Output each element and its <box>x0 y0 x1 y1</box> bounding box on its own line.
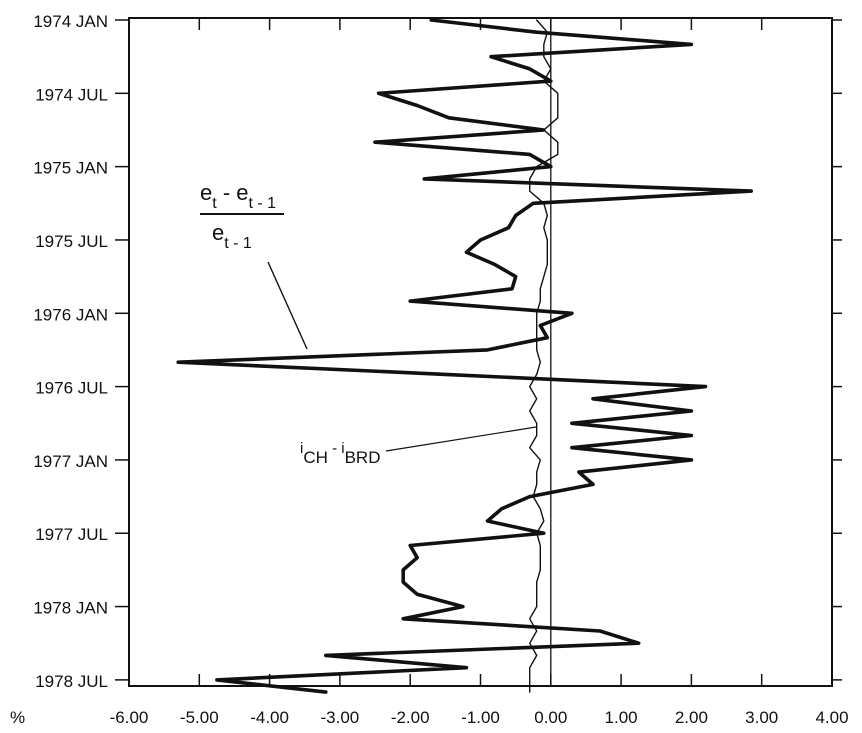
y-tick-label: 1977 JAN <box>33 452 108 471</box>
x-tick-label: 2.00 <box>675 708 708 727</box>
label-sub-brd: BRD <box>345 448 381 467</box>
y-tick-label: 1974 JUL <box>35 85 108 104</box>
series-annotations: et - et - 1 et - 1 iCH - iBRD <box>200 180 537 467</box>
x-tick-label: -5.00 <box>180 708 219 727</box>
y-tick-label: 1976 JAN <box>33 305 108 324</box>
plot-frame <box>128 17 833 687</box>
y-tick-label: 1975 JUL <box>35 232 108 251</box>
x-tick-label: -4.00 <box>250 708 289 727</box>
y-tick-label: 1978 JAN <box>33 599 108 618</box>
x-tick-label: -6.00 <box>110 708 149 727</box>
label-sub-t-1a: t - 1 <box>249 195 277 212</box>
y-tick-label: 1976 JUL <box>35 379 108 398</box>
x-tick-label: 1.00 <box>605 708 638 727</box>
label-e2: e <box>212 220 224 245</box>
series-label-et: et - et - 1 <box>200 180 276 212</box>
label-e1: e <box>200 180 212 205</box>
x-axis-ticks: -6.00 -5.00 -4.00 -3.00 -2.00 -1.00 0.00 1.00 2.… <box>110 18 849 727</box>
series-line-interest-differential <box>529 19 559 693</box>
series-line-exchange-rate-change <box>176 18 754 694</box>
label-minus-e: - e <box>217 180 249 205</box>
y-tick-label: 1975 JAN <box>33 159 108 178</box>
label-sub-t-1b: t - 1 <box>224 235 252 252</box>
label-i1: i <box>300 440 303 457</box>
leader-line-et <box>267 261 308 350</box>
x-axis-unit-label: % <box>10 708 25 727</box>
x-tick-label: 3.00 <box>745 708 778 727</box>
y-tick-label: 1974 JAN <box>33 12 108 31</box>
x-tick-label: 0.00 <box>534 708 567 727</box>
label-minus-i: - i <box>328 440 345 457</box>
x-tick-label: -2.00 <box>391 708 430 727</box>
x-tick-label: 4.00 <box>815 708 848 727</box>
y-tick-label: 1977 JUL <box>35 525 108 544</box>
label-sub-t1: t <box>212 195 217 212</box>
leader-line-ich <box>385 426 537 452</box>
series-lines <box>176 18 754 694</box>
series-label-et-denominator: et - 1 <box>212 220 252 252</box>
label-sub-ch: CH <box>303 448 328 467</box>
y-tick-label: 1978 JUL <box>35 672 108 691</box>
series-label-ich: iCH - iBRD <box>300 440 380 467</box>
x-tick-label: -1.00 <box>461 708 500 727</box>
x-tick-label: -3.00 <box>321 708 360 727</box>
y-axis-ticks: 1974 JAN 1974 JUL 1975 JAN 1975 JUL 1976 JAN… <box>33 12 842 691</box>
